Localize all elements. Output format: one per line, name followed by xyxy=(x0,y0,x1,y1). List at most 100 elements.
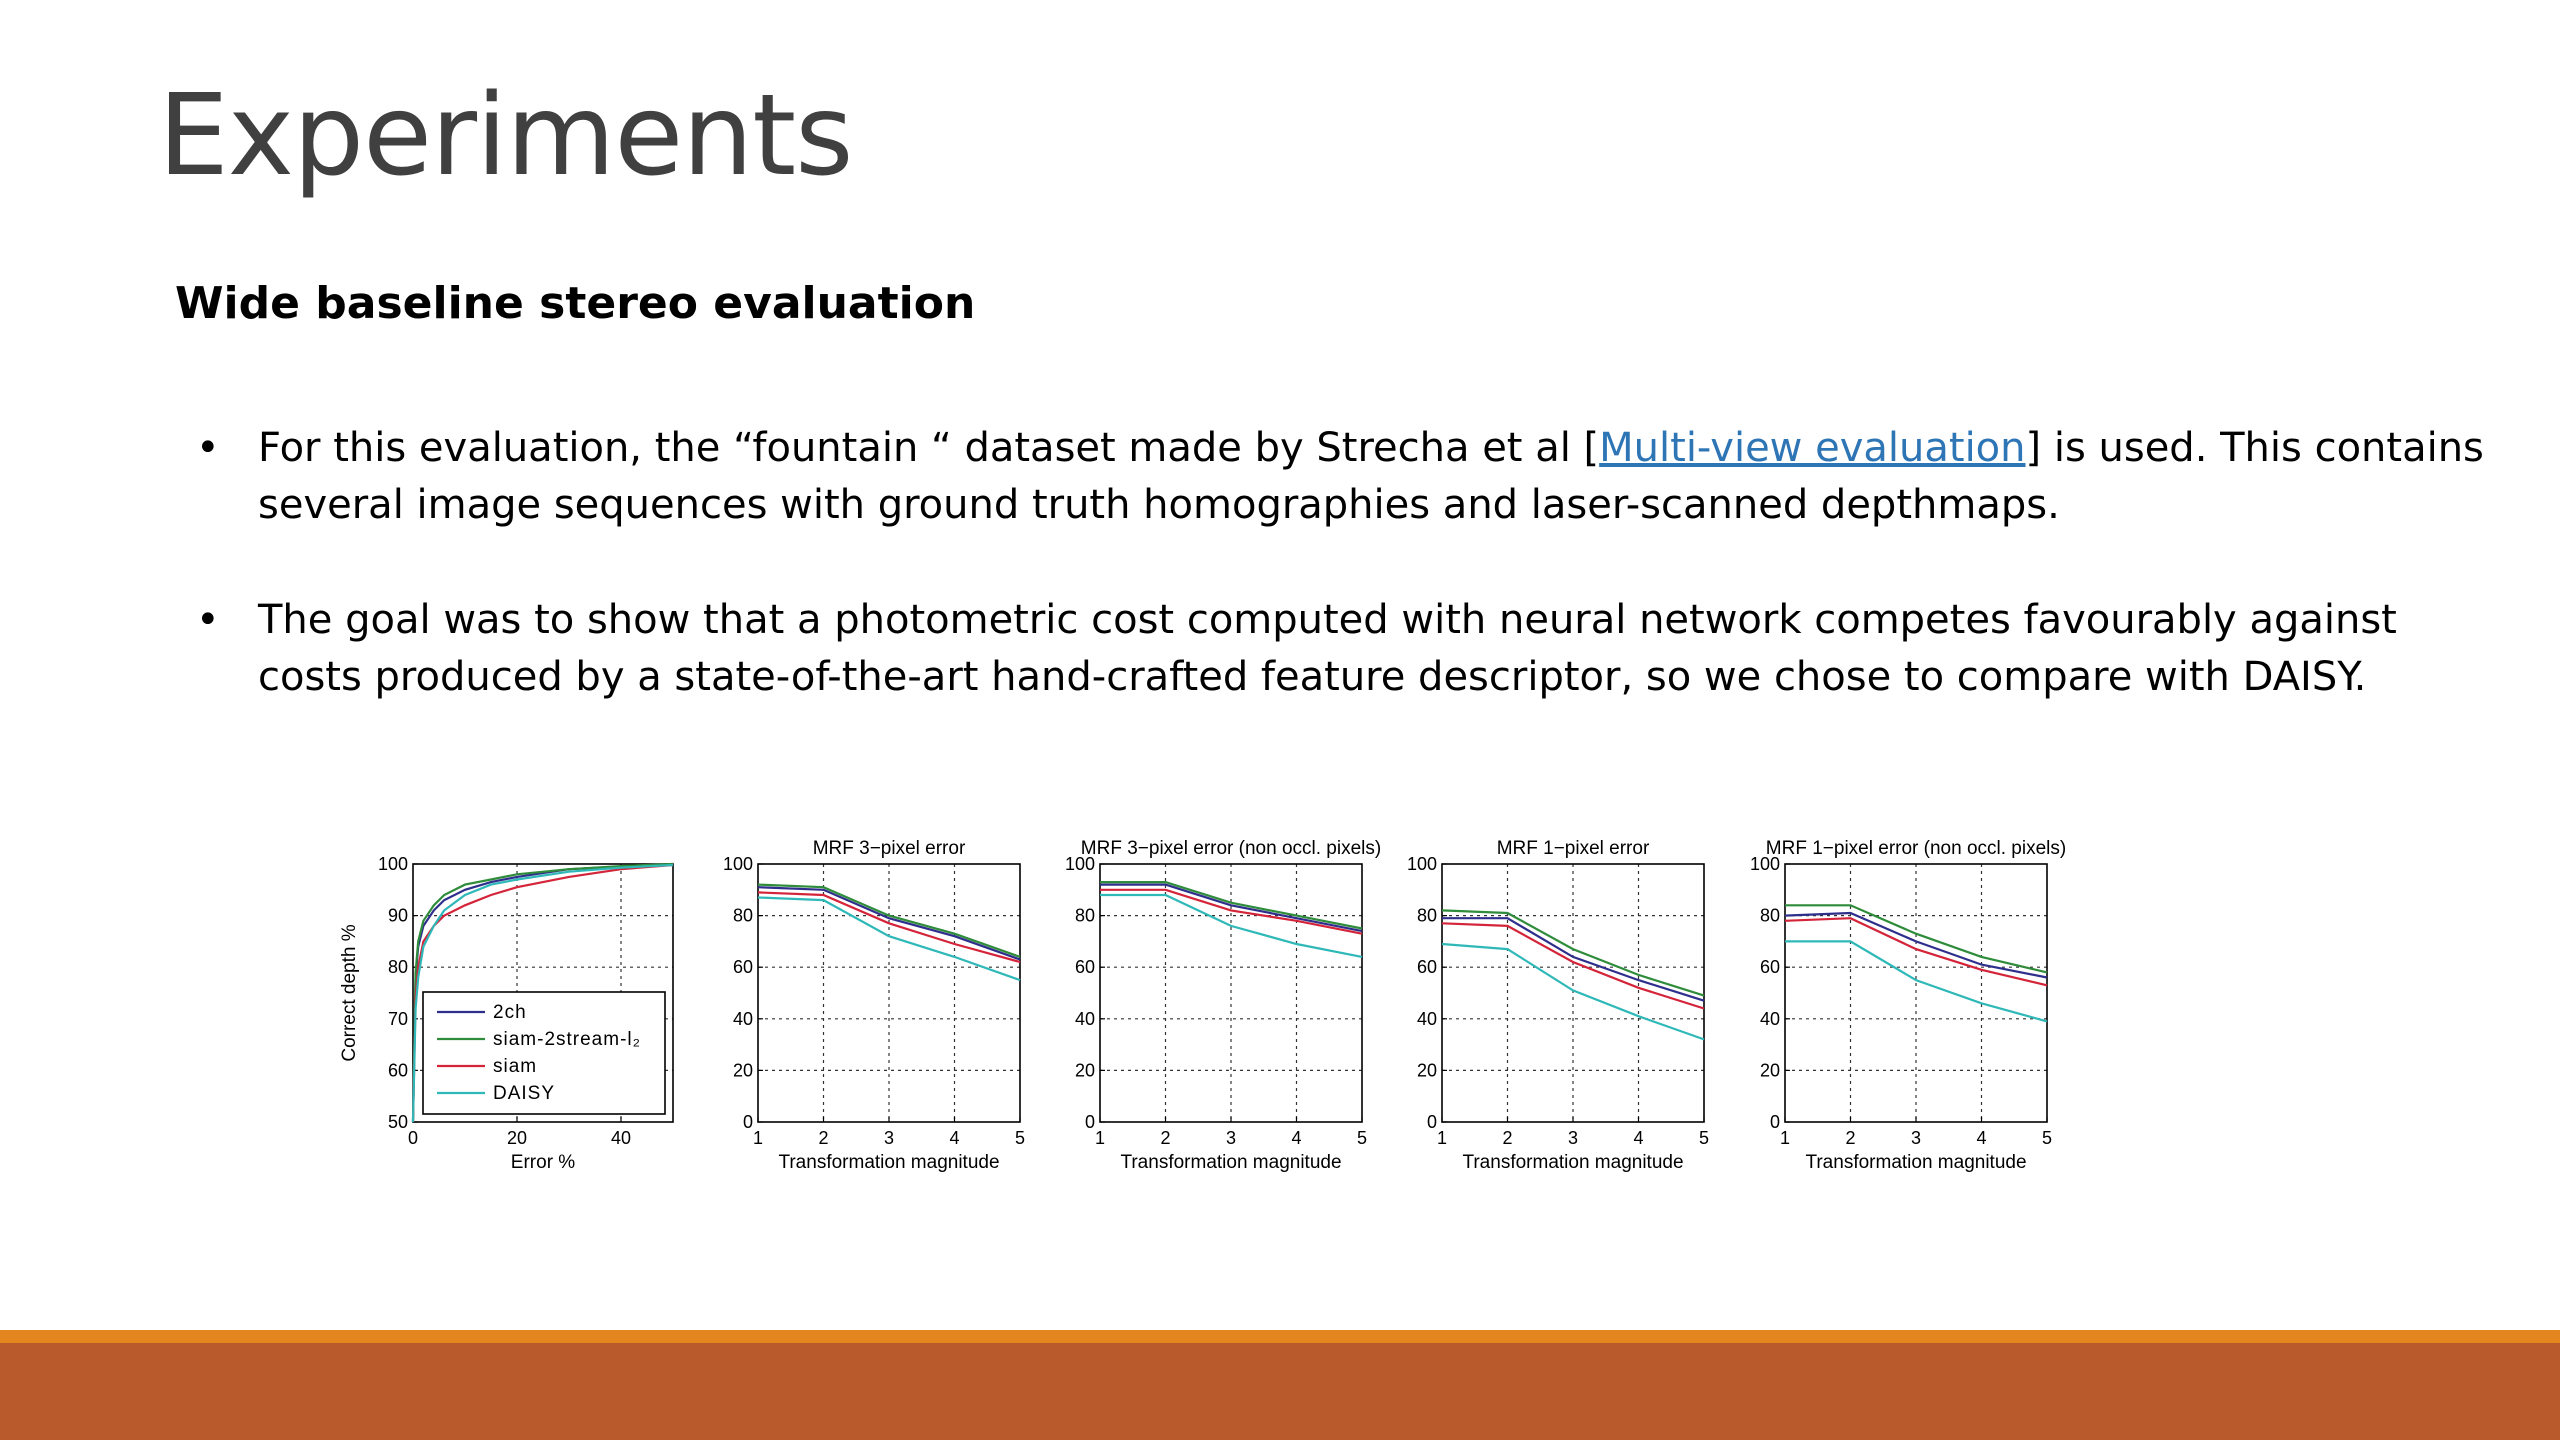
series-line-siam xyxy=(757,891,1021,964)
x-tick-label: 3 xyxy=(1226,1128,1236,1148)
x-tick-label: 2 xyxy=(1160,1128,1170,1148)
y-tick-label: 80 xyxy=(733,906,753,926)
y-tick-label: 60 xyxy=(388,1060,408,1080)
series-line-siam-2stream-l2 xyxy=(757,883,1021,958)
x-tick-label: 4 xyxy=(1633,1128,1643,1148)
series-line-siam xyxy=(411,863,674,1123)
series-line-DAISY xyxy=(757,896,1021,982)
series-line-siam-2stream-l2 xyxy=(1785,904,2048,974)
x-tick-label: 5 xyxy=(1015,1128,1025,1148)
legend-label: 2ch xyxy=(493,1002,527,1023)
footer-bar xyxy=(0,1343,2560,1440)
series-line-DAISY xyxy=(1785,940,2048,1023)
x-tick-label: 40 xyxy=(611,1128,631,1148)
series-line-siam xyxy=(1784,917,2048,987)
y-tick-label: 100 xyxy=(723,854,753,874)
x-axis-label: Error % xyxy=(511,1152,576,1173)
bullet-list: • For this evaluation, the “fountain “ d… xyxy=(190,420,2490,764)
x-tick-label: 5 xyxy=(1357,1128,1367,1148)
bullet-item-2: • The goal was to show that a photometri… xyxy=(190,592,2490,706)
x-tick-label: 0 xyxy=(408,1128,418,1148)
y-axis-label: Correct depth % xyxy=(339,924,360,1061)
legend-label: siam xyxy=(493,1056,537,1077)
chart-title: MRF 1−pixel error (non occl. pixels) xyxy=(1766,838,2066,859)
y-tick-label: 100 xyxy=(1065,854,1095,874)
bullet-dot: • xyxy=(196,425,220,471)
y-tick-label: 100 xyxy=(1407,854,1437,874)
footer-accent-line xyxy=(0,1330,2560,1343)
chart-4: 1 2 3 4 5 0 20 40 60 80 100 MRF 1−pixel error Transf… xyxy=(1407,838,1709,1173)
series-line-2ch xyxy=(757,886,1021,961)
y-tick-label: 20 xyxy=(1075,1060,1095,1080)
series-line-siam-2stream-l2 xyxy=(1441,909,1705,997)
x-axis-label: Transformation magnitude xyxy=(1120,1152,1341,1173)
chart-title: MRF 3−pixel error xyxy=(813,838,966,859)
y-tick-label: 20 xyxy=(1760,1060,1780,1080)
x-tick-label: 3 xyxy=(1568,1128,1578,1148)
y-tick-label: 60 xyxy=(1760,957,1780,977)
series-line-2ch xyxy=(1100,883,1363,933)
y-tick-label: 0 xyxy=(1427,1112,1437,1132)
chart-1: 0 20 40 50 60 70 80 90 100 Error % Correct depth %… xyxy=(339,854,674,1173)
y-tick-label: 40 xyxy=(1075,1009,1095,1029)
y-tick-label: 40 xyxy=(733,1009,753,1029)
x-tick-label: 4 xyxy=(1976,1128,1986,1148)
x-tick-label: 3 xyxy=(884,1128,894,1148)
series-line-DAISY xyxy=(1100,893,1363,958)
bullet-item-1: • For this evaluation, the “fountain “ d… xyxy=(190,420,2490,534)
y-tick-label: 80 xyxy=(1075,906,1095,926)
x-tick-label: 1 xyxy=(753,1128,763,1148)
x-axis-label: Transformation magnitude xyxy=(1805,1152,2026,1173)
y-tick-label: 50 xyxy=(388,1112,408,1132)
x-axis-label: Transformation magnitude xyxy=(1462,1152,1683,1173)
y-tick-label: 80 xyxy=(1760,906,1780,926)
x-tick-label: 1 xyxy=(1095,1128,1105,1148)
x-tick-label: 5 xyxy=(2042,1128,2052,1148)
x-tick-label: 2 xyxy=(1845,1128,1855,1148)
y-tick-label: 20 xyxy=(1417,1060,1437,1080)
slide-subtitle: Wide baseline stereo evaluation xyxy=(175,278,976,329)
x-tick-label: 1 xyxy=(1780,1128,1790,1148)
bullet-text: The goal was to show that a photometric … xyxy=(258,597,2397,700)
chart-2: 1 2 3 4 5 0 20 40 60 80 100 MRF 3−pixel error Transf… xyxy=(723,838,1025,1173)
y-tick-label: 90 xyxy=(388,906,408,926)
y-tick-label: 40 xyxy=(1417,1009,1437,1029)
x-axis-label: Transformation magnitude xyxy=(778,1152,999,1173)
series-line-DAISY xyxy=(411,863,674,1123)
x-tick-label: 4 xyxy=(1291,1128,1301,1148)
y-tick-label: 70 xyxy=(388,1009,408,1029)
x-tick-label: 2 xyxy=(818,1128,828,1148)
y-tick-label: 60 xyxy=(1417,957,1437,977)
series-line-2ch xyxy=(1442,917,1705,1002)
bullet-text: ] is used. This contains several image s… xyxy=(258,425,2484,528)
y-tick-label: 0 xyxy=(1770,1112,1780,1132)
y-tick-label: 0 xyxy=(743,1112,753,1132)
series-line-siam-2stream-l2 xyxy=(411,862,674,1123)
x-tick-label: 20 xyxy=(507,1128,527,1148)
plot-frame xyxy=(412,863,674,1123)
y-tick-label: 60 xyxy=(733,957,753,977)
bullet-dot: • xyxy=(196,597,220,643)
x-tick-label: 3 xyxy=(1911,1128,1921,1148)
series-line-siam xyxy=(1441,922,1705,1010)
y-tick-label: 80 xyxy=(388,957,408,977)
chart-title: MRF 3−pixel error (non occl. pixels) xyxy=(1081,838,1381,859)
slide-title: Experiments xyxy=(158,71,853,201)
y-tick-label: 80 xyxy=(1417,906,1437,926)
y-tick-label: 100 xyxy=(1750,854,1780,874)
series-line-DAISY xyxy=(1441,942,1705,1041)
chart-legend: 2ch siam-2stream-l₂ siam DAISY xyxy=(422,991,666,1115)
multi-view-evaluation-link[interactable]: Multi-view evaluation xyxy=(1599,425,2026,471)
y-tick-label: 40 xyxy=(1760,1009,1780,1029)
x-tick-label: 5 xyxy=(1699,1128,1709,1148)
y-tick-label: 60 xyxy=(1075,957,1095,977)
chart-title: MRF 1−pixel error xyxy=(1497,838,1650,859)
legend-label: siam-2stream-l₂ xyxy=(493,1029,641,1050)
series-line-siam-2stream-l2 xyxy=(1100,880,1363,930)
x-tick-label: 2 xyxy=(1502,1128,1512,1148)
y-tick-label: 0 xyxy=(1085,1112,1095,1132)
